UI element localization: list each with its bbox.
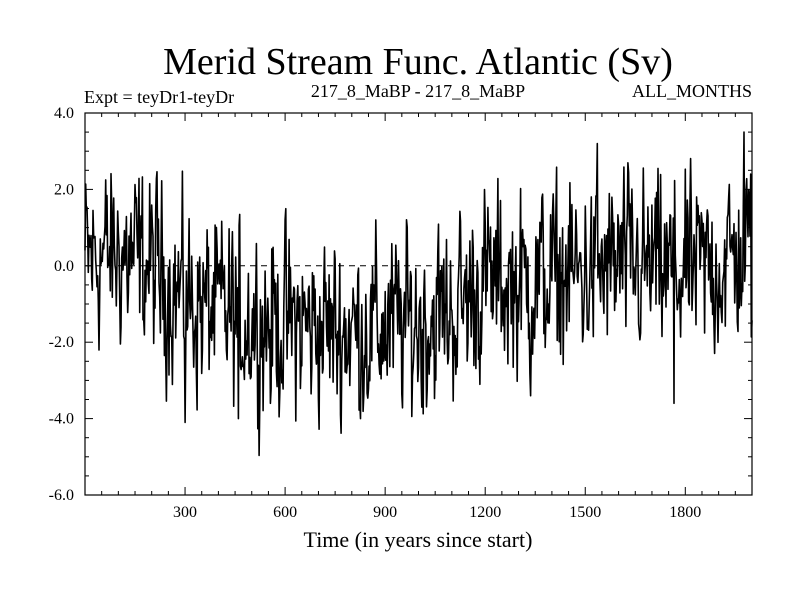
x-tick-label: 1200 bbox=[469, 504, 501, 521]
x-tick-label: 600 bbox=[273, 504, 297, 521]
y-tick-label: -6.0 bbox=[49, 487, 74, 504]
y-tick-label: -4.0 bbox=[49, 411, 74, 428]
tick-labels: 300 600 900 1200 1500 1800 4.0 2.0 0.0 -2.0 -4.0 -6… bbox=[49, 105, 702, 521]
chart-subtitle-left: Expt = teyDr1-teyDr bbox=[84, 87, 234, 107]
y-tick-label: -2.0 bbox=[49, 334, 74, 351]
x-tick-label: 1500 bbox=[569, 504, 601, 521]
chart-subtitle-right: ALL_MONTHS bbox=[632, 81, 752, 101]
y-tick-label: 0.0 bbox=[54, 258, 74, 275]
x-tick-label: 900 bbox=[373, 504, 397, 521]
series-line bbox=[84, 131, 753, 457]
axis-ticks bbox=[85, 113, 752, 495]
chart-subtitle-center: 217_8_MaBP - 217_8_MaBP bbox=[311, 81, 525, 101]
plot-frame bbox=[84, 112, 753, 496]
x-axis-label: Time (in years since start) bbox=[304, 527, 533, 552]
y-tick-label: 4.0 bbox=[54, 105, 74, 122]
x-tick-label: 300 bbox=[173, 504, 197, 521]
y-tick-label: 2.0 bbox=[54, 181, 74, 198]
x-tick-label: 1800 bbox=[669, 504, 701, 521]
chart-title: Merid Stream Func. Atlantic (Sv) bbox=[163, 41, 673, 83]
